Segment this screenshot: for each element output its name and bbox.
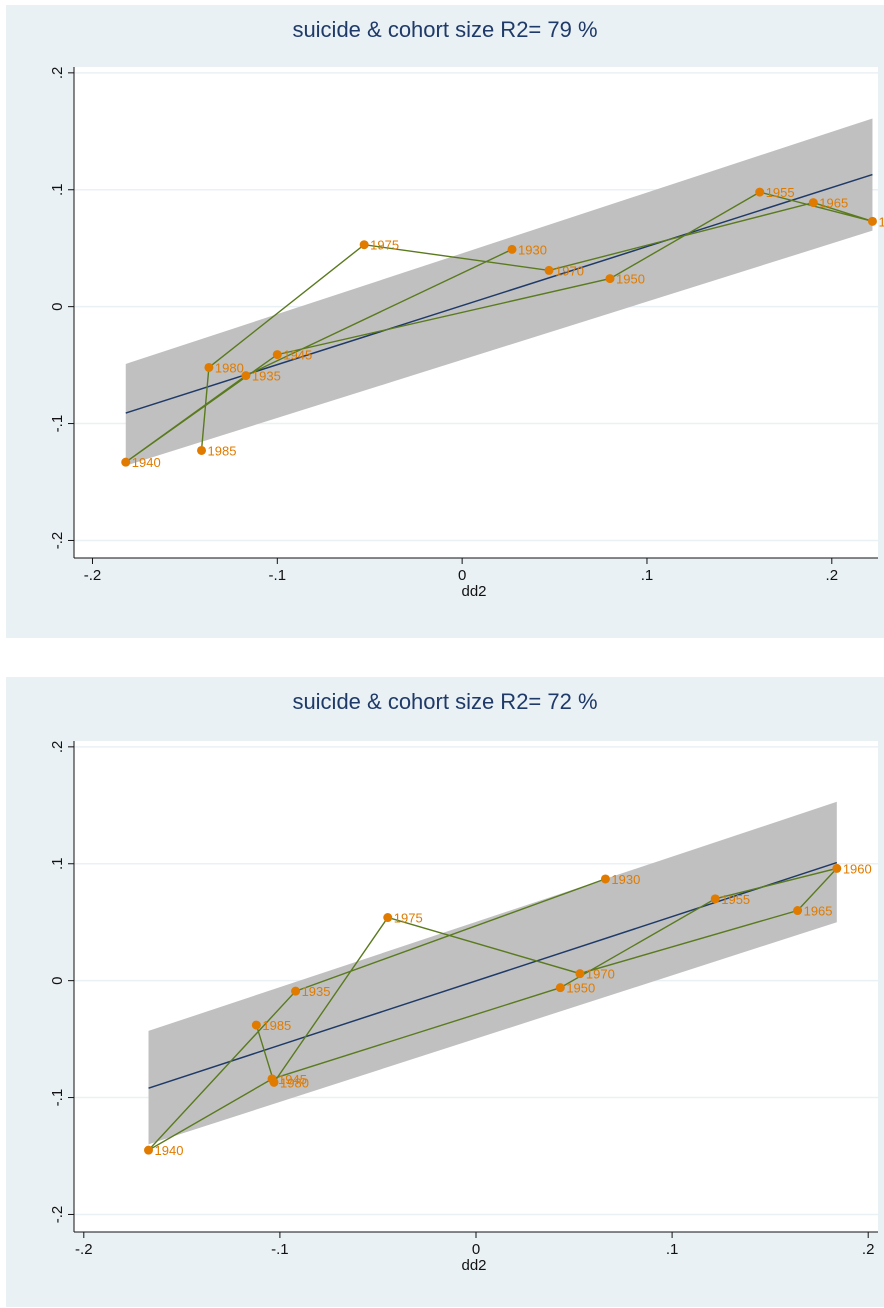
y-tick-label-1: -.1 [49,1089,66,1107]
x-axis-label: dd2 [461,583,486,600]
point-label-1940: 1940 [132,455,161,470]
connecting-line [125,191,873,463]
y-tick-label-3: .1 [49,857,66,870]
point-label-1945: 1945 [278,1072,307,1087]
y-tick-label-4: .2 [49,741,66,754]
point-1980 [204,362,214,372]
point-1985 [197,445,207,455]
point-1950 [605,274,615,284]
point-1935 [291,986,301,996]
point-label-1980: 1980 [280,1075,309,1090]
y-tick-label-4: .2 [49,67,66,80]
point-label-1985: 1985 [208,443,237,458]
point-1965 [808,198,818,208]
x-tick-label-1: -.1 [269,567,287,584]
point-label-1970: 1970 [586,967,615,982]
point-label-1970: 1970 [555,263,584,278]
chart-title: suicide & cohort size R2= 79 % [292,17,597,42]
point-label-1935: 1935 [252,369,281,384]
chart-panel-bottom: 1930 1935 1940 1945 1950 1955 1960 1965 1970 1975… [6,677,884,1307]
point-label-1935: 1935 [302,984,331,999]
point-1955 [710,894,720,904]
confidence-band [148,801,837,1145]
point-1960 [832,863,842,873]
x-tick-label-1: -.1 [271,1241,289,1258]
point-label-1975: 1975 [370,238,399,253]
y-tick-label-0: -.2 [49,532,66,550]
x-tick-label-2: 0 [472,1241,480,1258]
x-tick-label-2: 0 [458,567,466,584]
point-label-1965: 1965 [819,196,848,211]
point-label-1950: 1950 [566,981,595,996]
point-1975 [383,913,393,923]
y-tick-label-0: -.2 [49,1206,66,1224]
x-tick-label-3: .1 [666,1241,679,1258]
x-tick-label-4: .2 [826,567,839,584]
point-label-1950: 1950 [616,272,645,287]
chart-title: suicide & cohort size R2= 72 % [292,689,597,714]
point-label-1930: 1930 [518,242,547,257]
scatter-chart-top: 1930 1935 1940 1945 1950 1955 1960 1965 1970 1975… [49,17,884,600]
point-1930 [507,244,517,254]
point-1985 [251,1020,261,1030]
x-axis-label: dd2 [461,1257,486,1274]
x-tick-label-0: -.2 [75,1241,93,1258]
point-1940 [121,457,131,467]
point-label-1960: 1960 [843,861,872,876]
point-label-1980: 1980 [215,360,244,375]
point-label-1955: 1955 [721,892,750,907]
point-1960 [867,216,877,226]
x-tick-label-0: -.2 [84,567,102,584]
x-tick-label-4: .2 [862,1241,875,1258]
point-1940 [144,1145,154,1155]
chart-panel-top: 1930 1935 1940 1945 1950 1955 1960 1965 1970 1975… [6,5,884,638]
point-1950 [555,983,565,993]
point-1945 [272,350,282,360]
y-tick-label-1: -.1 [49,415,66,433]
point-label-1955: 1955 [766,185,795,200]
point-1965 [793,906,803,916]
point-label-1975: 1975 [394,911,423,926]
point-1930 [600,874,610,884]
fit-line [148,861,838,1089]
point-1980 [269,1077,279,1087]
point-label-1930: 1930 [611,872,640,887]
point-label-1940: 1940 [155,1143,184,1158]
point-1975 [359,240,369,250]
point-1970 [575,969,585,979]
confidence-band [125,118,873,466]
point-1955 [755,187,765,197]
point-label-1965: 1965 [804,904,833,919]
point-1970 [544,265,554,275]
scatter-chart-bottom: 1930 1935 1940 1945 1950 1955 1960 1965 1970 1975… [49,689,878,1274]
point-label-1945: 1945 [283,348,312,363]
y-tick-label-3: .1 [49,183,66,196]
y-tick-label-2: 0 [49,976,66,984]
x-tick-label-3: .1 [641,567,654,584]
point-1935 [241,371,251,381]
connecting-line [147,867,839,1151]
point-label-1985: 1985 [262,1018,291,1033]
point-label-1960: 1960 [878,214,884,229]
y-tick-label-2: 0 [49,302,66,310]
